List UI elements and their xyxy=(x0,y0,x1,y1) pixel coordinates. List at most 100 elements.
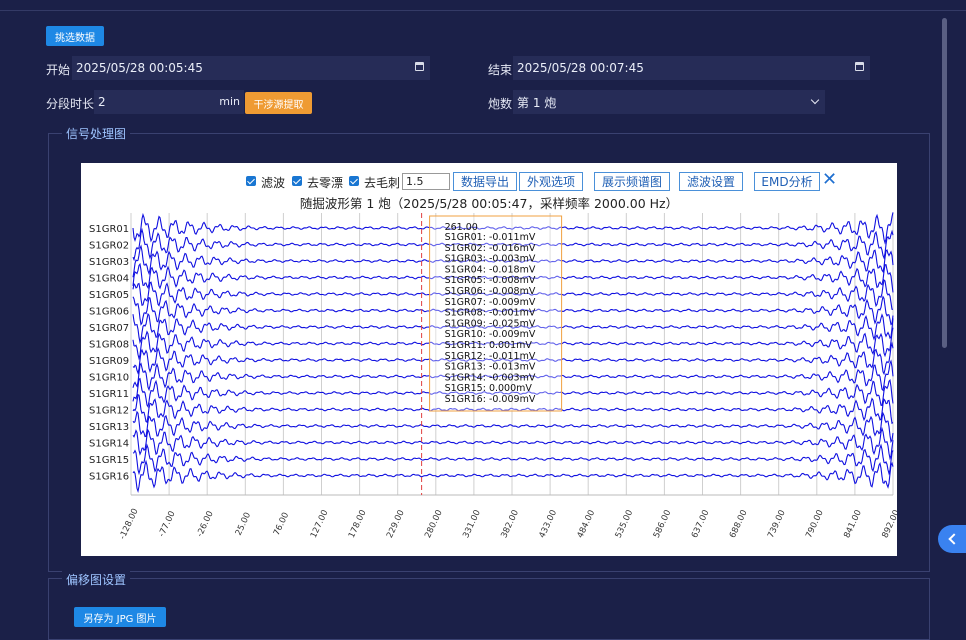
tooltip-row: S1GR16: -0.009mV xyxy=(445,394,536,405)
x-tick-label: 127.00 xyxy=(309,509,331,540)
tooltip-row: S1GR02: -0.016mV xyxy=(445,243,536,254)
segment-duration-label: 分段时长 xyxy=(46,97,95,111)
series-label: S1GR03 xyxy=(89,257,129,268)
series-label: S1GR05 xyxy=(89,290,129,301)
select-data-button[interactable]: 挑选数据 xyxy=(46,26,104,46)
x-tick-label: 229.00 xyxy=(385,509,407,540)
series-line xyxy=(132,227,894,262)
series-line xyxy=(132,377,894,408)
tooltip-box xyxy=(429,215,563,412)
x-tick-label: 892.00 xyxy=(880,509,897,540)
shot-select-value: 第 1 炮 xyxy=(517,95,557,110)
series-label: S1GR11 xyxy=(89,389,129,400)
signal-processing-legend: 信号处理图 xyxy=(62,125,131,142)
end-datetime-input[interactable]: 2025/05/28 00:07:45 xyxy=(513,56,870,80)
tooltip-row: S1GR06: -0.008mV xyxy=(445,286,536,297)
tooltip-row: S1GR10: -0.009mV xyxy=(445,329,536,340)
series-line xyxy=(132,459,894,494)
filter-label: 滤波 xyxy=(261,176,286,190)
x-tick-label: 382.00 xyxy=(499,509,521,540)
x-tick-label: 280.00 xyxy=(423,509,445,540)
x-tick-label: 790.00 xyxy=(804,509,826,540)
tooltip-row: S1GR04: -0.018mV xyxy=(445,264,536,275)
x-tick-label: 178.00 xyxy=(347,509,369,540)
drift-removal-checkbox[interactable] xyxy=(292,176,302,186)
end-datetime-value: 2025/05/28 00:07:45 xyxy=(517,61,644,75)
filter-settings-button[interactable]: 滤波设置 xyxy=(679,172,743,191)
end-label: 结束 xyxy=(488,63,513,77)
offset-settings-legend: 偏移图设置 xyxy=(62,571,131,588)
filter-checkbox[interactable] xyxy=(246,176,256,186)
drift-removal-label: 去零漂 xyxy=(307,176,344,190)
series-label: S1GR09 xyxy=(89,356,129,367)
series-label: S1GR16 xyxy=(89,472,129,483)
series-line xyxy=(132,295,894,326)
tooltip-row: S1GR07: -0.009mV xyxy=(445,297,536,308)
show-spectrum-button[interactable]: 展示频谱图 xyxy=(594,172,670,191)
x-tick-label: 739.00 xyxy=(766,509,788,540)
spike-removal-checkbox[interactable] xyxy=(349,176,359,186)
series-line xyxy=(132,327,894,361)
close-icon[interactable]: ✕ xyxy=(822,169,838,190)
series-line xyxy=(132,359,894,392)
calendar-icon[interactable] xyxy=(415,62,424,71)
start-datetime-input[interactable]: 2025/05/28 00:05:45 xyxy=(72,56,430,80)
x-tick-label: 841.00 xyxy=(842,509,864,540)
tooltip-row: S1GR13: -0.013mV xyxy=(445,362,536,373)
series-label: S1GR07 xyxy=(89,323,129,334)
calendar-icon[interactable] xyxy=(855,62,864,71)
series-line xyxy=(132,394,894,425)
appearance-options-button[interactable]: 外观选项 xyxy=(519,172,583,191)
x-tick-label: 331.00 xyxy=(461,509,483,540)
tooltip-row: S1GR03: -0.003mV xyxy=(445,254,536,265)
shot-select[interactable]: 第 1 炮 xyxy=(513,90,825,114)
spike-threshold-input[interactable]: 1.5 xyxy=(402,173,450,190)
segment-duration-input[interactable]: 2 min xyxy=(94,90,244,114)
series-line xyxy=(132,212,894,245)
series-label: S1GR15 xyxy=(89,455,129,466)
tooltip-header: 261.00 xyxy=(445,222,478,233)
segment-duration-value: 2 xyxy=(98,95,106,109)
x-tick-label: -128.00 xyxy=(118,507,141,541)
series-label: S1GR14 xyxy=(89,439,129,450)
tooltip-row: S1GR12: -0.011mV xyxy=(445,351,536,362)
x-tick-label: 586.00 xyxy=(652,509,674,540)
series-line xyxy=(132,341,894,376)
chart-title: 随掘波形第 1 炮（2025/5/28 00:05:47，采样频率 2000.0… xyxy=(299,196,679,211)
shot-count-label: 炮数 xyxy=(488,97,513,111)
data-export-button[interactable]: 数据导出 xyxy=(453,172,517,191)
series-label: S1GR04 xyxy=(89,274,129,285)
spike-removal-label: 去毛刺 xyxy=(364,176,401,190)
tooltip-row: S1GR11: 0.001mV xyxy=(445,340,533,351)
x-tick-label: -77.00 xyxy=(157,510,178,539)
x-tick-label: 433.00 xyxy=(537,509,559,540)
series-line xyxy=(132,262,894,293)
series-line xyxy=(132,312,894,344)
x-tick-label: 688.00 xyxy=(728,509,750,540)
waveform-chart[interactable]: S1GR01 S1GR02 S1GR03 S1GR04 S1GR05 S1GR06 S1GR… xyxy=(81,163,897,556)
series-line xyxy=(132,244,894,278)
x-tick-label: 637.00 xyxy=(690,509,712,540)
emd-analysis-button[interactable]: EMD分析 xyxy=(754,172,820,191)
save-jpg-button[interactable]: 另存为 JPG 图片 xyxy=(74,607,166,627)
signal-chart-panel: S1GR01 S1GR02 S1GR03 S1GR04 S1GR05 S1GR06 S1GR… xyxy=(81,163,897,556)
series-line xyxy=(132,443,894,476)
top-divider xyxy=(0,10,966,11)
x-tick-label: -26.00 xyxy=(195,510,216,539)
start-datetime-value: 2025/05/28 00:05:45 xyxy=(76,61,203,75)
vertical-scrollbar[interactable] xyxy=(942,18,947,348)
start-label: 开始 xyxy=(46,63,71,77)
tooltip-row: S1GR01: -0.011mV xyxy=(445,232,536,243)
collapse-side-panel-button[interactable] xyxy=(938,525,966,553)
series-label: S1GR01 xyxy=(89,224,129,235)
tooltip-row: S1GR15: 0.000mV xyxy=(445,383,533,394)
signal-processing-fieldset xyxy=(48,133,930,572)
series-label: S1GR10 xyxy=(89,373,129,384)
series-line xyxy=(132,410,894,444)
tooltip-row: S1GR09: -0.025mV xyxy=(445,318,536,329)
series-label: S1GR02 xyxy=(89,241,129,252)
x-tick-label: 535.00 xyxy=(614,509,636,540)
x-tick-label: 484.00 xyxy=(576,509,598,540)
interference-extract-button[interactable]: 干涉源提取 xyxy=(245,92,312,114)
tooltip-row: S1GR08: -0.001mV xyxy=(445,308,536,319)
